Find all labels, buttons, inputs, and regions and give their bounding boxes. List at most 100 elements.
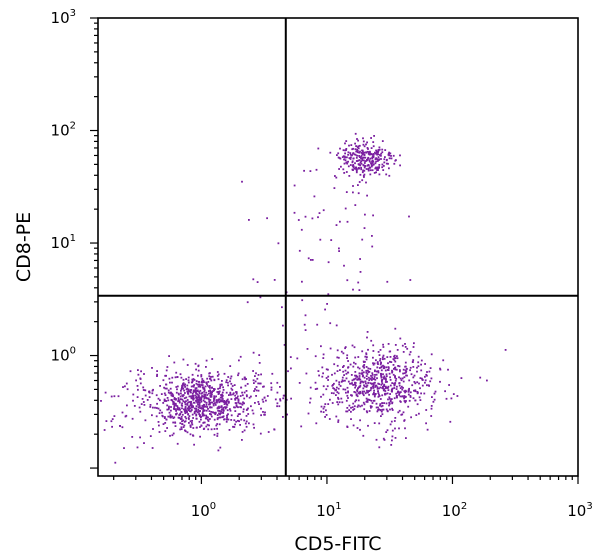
- data-point: [230, 375, 233, 378]
- data-point: [417, 365, 420, 368]
- data-point: [362, 137, 364, 140]
- data-point: [137, 388, 139, 391]
- data-point: [385, 162, 388, 165]
- data-point: [172, 421, 175, 424]
- data-point: [393, 359, 396, 362]
- data-point: [371, 162, 374, 164]
- data-point: [345, 372, 348, 375]
- x-axis-tick-labels: 100 101 102 103: [191, 501, 593, 520]
- data-point: [394, 417, 397, 419]
- data-point: [384, 387, 387, 390]
- data-point: [379, 404, 381, 407]
- data-point: [190, 409, 193, 411]
- data-point: [241, 391, 243, 394]
- data-point: [175, 391, 178, 394]
- data-point: [216, 391, 219, 393]
- data-point: [306, 348, 309, 350]
- data-point: [209, 418, 211, 420]
- data-point: [222, 412, 225, 414]
- data-point: [189, 426, 192, 428]
- data-point: [158, 412, 161, 414]
- data-point: [233, 406, 235, 409]
- data-point: [370, 374, 372, 377]
- data-point: [195, 417, 198, 420]
- data-point: [394, 437, 397, 439]
- data-point: [270, 382, 273, 385]
- data-point: [374, 386, 377, 388]
- data-point: [207, 381, 210, 383]
- data-point: [387, 398, 389, 401]
- data-point: [185, 417, 188, 420]
- data-point: [382, 343, 384, 346]
- data-point: [152, 428, 154, 430]
- data-point: [383, 161, 386, 164]
- data-point: [424, 363, 426, 365]
- data-point: [208, 424, 210, 427]
- data-point: [392, 364, 395, 366]
- data-point: [229, 409, 232, 412]
- data-point: [420, 363, 422, 366]
- data-point: [378, 383, 381, 385]
- data-point: [195, 395, 198, 398]
- data-point: [370, 386, 372, 389]
- data-point: [403, 390, 406, 393]
- data-point: [143, 442, 145, 444]
- data-point: [412, 359, 415, 361]
- data-point: [361, 153, 364, 156]
- data-point: [377, 153, 379, 156]
- data-point: [367, 167, 370, 170]
- data-point: [254, 388, 256, 390]
- data-point: [262, 400, 265, 403]
- data-point: [336, 154, 338, 156]
- data-point: [374, 381, 376, 384]
- data-point: [237, 419, 239, 422]
- data-point: [202, 395, 205, 398]
- data-point: [200, 375, 203, 378]
- data-point: [351, 379, 354, 382]
- data-point: [156, 402, 158, 405]
- data-point: [234, 423, 236, 426]
- data-point: [460, 377, 463, 379]
- data-point: [392, 358, 395, 360]
- data-point: [344, 346, 347, 348]
- data-point: [304, 215, 307, 218]
- data-point: [347, 360, 349, 362]
- data-point: [198, 392, 201, 395]
- data-point: [198, 401, 201, 404]
- data-point: [343, 158, 345, 161]
- data-point: [213, 379, 216, 382]
- data-point: [290, 367, 292, 370]
- data-point: [377, 151, 379, 154]
- data-point: [362, 174, 365, 177]
- data-point: [371, 155, 374, 158]
- data-point: [105, 420, 108, 422]
- data-point: [382, 358, 384, 361]
- data-point: [241, 378, 244, 381]
- data-point: [235, 404, 238, 407]
- data-point: [205, 417, 208, 420]
- data-point: [181, 407, 183, 410]
- data-point: [279, 386, 281, 388]
- data-point: [345, 399, 348, 402]
- data-point: [207, 418, 209, 421]
- data-point: [238, 359, 240, 362]
- data-point: [164, 422, 167, 424]
- data-point: [225, 379, 228, 382]
- data-point: [374, 393, 377, 395]
- data-point: [408, 399, 411, 402]
- data-point: [360, 162, 363, 165]
- data-point: [218, 390, 221, 393]
- data-point: [400, 379, 403, 382]
- data-point: [374, 374, 376, 376]
- data-point: [371, 385, 374, 388]
- data-point: [213, 395, 216, 398]
- data-point: [276, 402, 279, 405]
- data-point: [479, 376, 482, 379]
- data-point: [421, 377, 423, 380]
- data-point: [204, 405, 207, 408]
- data-point: [366, 331, 369, 333]
- data-point: [184, 409, 187, 411]
- data-point: [378, 164, 381, 166]
- data-point: [424, 379, 427, 382]
- data-point: [359, 428, 361, 431]
